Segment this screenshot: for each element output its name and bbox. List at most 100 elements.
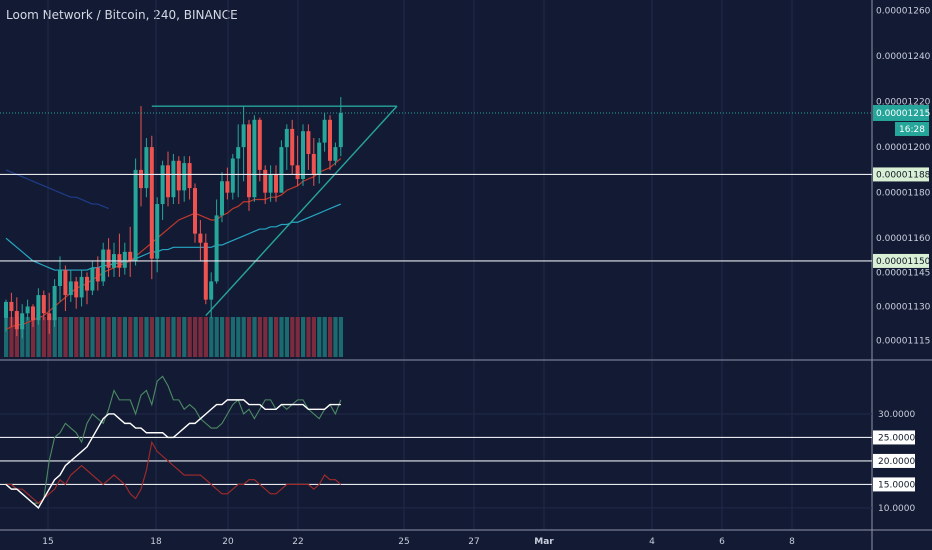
candle-body: [9, 301, 14, 312]
candle-body: [52, 285, 57, 321]
candle-body: [4, 301, 8, 318]
last-price-label: 0.00001215: [876, 109, 930, 119]
ind-tick-label: 10.0000: [878, 504, 915, 514]
price-tick-label: 0.00001200: [876, 143, 931, 153]
volume-bar: [230, 317, 235, 357]
volume-bar: [68, 317, 73, 357]
volume-bar: [144, 317, 149, 357]
candle-body: [236, 147, 241, 159]
candle-body: [133, 169, 138, 261]
time-tick-label: 22: [292, 537, 303, 547]
ind-tick-label: 25.0000: [878, 433, 915, 443]
candle-body: [209, 281, 214, 300]
volume-bar: [279, 317, 284, 357]
candle-body: [257, 119, 262, 170]
volume-bar: [95, 317, 100, 357]
candle-body: [122, 251, 127, 268]
price-tick-label: 0.00001220: [876, 98, 931, 108]
volume-bar: [79, 317, 84, 357]
volume-bar: [14, 317, 19, 357]
candle-body: [306, 131, 311, 154]
time-tick-label: 20: [222, 537, 234, 547]
last-price-tag: [873, 104, 929, 121]
candle-body: [74, 281, 79, 298]
price-tick-label: 0.00001180: [876, 189, 931, 199]
volume-bar: [257, 317, 262, 357]
candle-body: [171, 160, 176, 198]
volume-bar: [112, 317, 117, 357]
volume-bar: [36, 317, 41, 357]
volume-bar: [236, 317, 241, 357]
price-tick-label: 0.00001240: [876, 52, 931, 62]
candle-body: [47, 313, 52, 321]
ma-slow-line: [5, 203, 342, 271]
candle-body: [25, 306, 30, 314]
volume-bar: [317, 317, 322, 357]
plus-di-line: [6, 375, 342, 504]
ind-level-tag: [873, 453, 915, 468]
volume-bar: [311, 317, 316, 357]
candle-body: [338, 112, 343, 148]
volume-bar: [58, 317, 63, 357]
price-tick-label: 0.00001145: [876, 268, 930, 278]
candle-body: [290, 128, 295, 166]
volume-bar: [338, 317, 343, 357]
candle-body: [31, 306, 35, 321]
candle-body: [166, 165, 170, 198]
adx-line: [5, 399, 341, 509]
volume-bar: [9, 317, 14, 357]
volume-bar: [155, 317, 160, 357]
countdown-tag: [895, 121, 929, 136]
candle-body: [176, 160, 181, 191]
candle-body: [328, 119, 332, 161]
candle-body: [41, 295, 46, 314]
level-tag-box: [873, 167, 929, 182]
ind-tick-label: 30.0000: [878, 410, 915, 420]
candle-body: [63, 270, 68, 296]
volume-bar: [284, 317, 289, 357]
candle-body: [333, 147, 338, 161]
candle-body: [85, 276, 89, 291]
ma-fast-line: [5, 158, 342, 330]
volume-bar: [101, 317, 106, 357]
volume-bar: [74, 317, 79, 357]
volume-bar: [166, 317, 171, 357]
volume-bar: [25, 317, 30, 357]
candle-body: [241, 124, 246, 148]
candle-body: [284, 128, 289, 148]
candle-body: [295, 165, 300, 179]
time-tick-label: 25: [398, 537, 409, 547]
price-tick-label: 0.00001160: [876, 234, 931, 244]
candle-body: [317, 142, 322, 175]
volume-bar: [133, 317, 138, 357]
volume-bar: [122, 317, 127, 357]
volume-bar: [128, 317, 133, 357]
volume-bar: [139, 317, 144, 357]
candle-body: [20, 313, 25, 330]
minus-di-line: [6, 440, 342, 504]
volume-bar: [4, 317, 9, 357]
candle-body: [155, 204, 160, 259]
time-tick-label: 8: [789, 537, 795, 547]
candle-body: [68, 281, 73, 296]
volume-bar: [214, 317, 219, 357]
volume-bar: [187, 317, 192, 357]
time-tick-label: 15: [42, 537, 53, 547]
price-tick-label: 0.00001260: [876, 7, 931, 17]
volume-bar: [52, 317, 57, 357]
volume-bar: [41, 317, 46, 357]
volume-bar: [290, 317, 295, 357]
candle-body: [279, 147, 284, 193]
candle-body: [58, 270, 62, 286]
candle-body: [193, 188, 197, 234]
volume-bar: [160, 317, 165, 357]
volume-bar: [247, 317, 252, 357]
volume-bar: [209, 317, 214, 357]
volume-bar: [106, 317, 111, 357]
candle-body: [225, 181, 230, 193]
time-tick-label: 27: [468, 537, 479, 547]
candle-body: [101, 249, 106, 282]
level-tag-box: [873, 253, 929, 268]
